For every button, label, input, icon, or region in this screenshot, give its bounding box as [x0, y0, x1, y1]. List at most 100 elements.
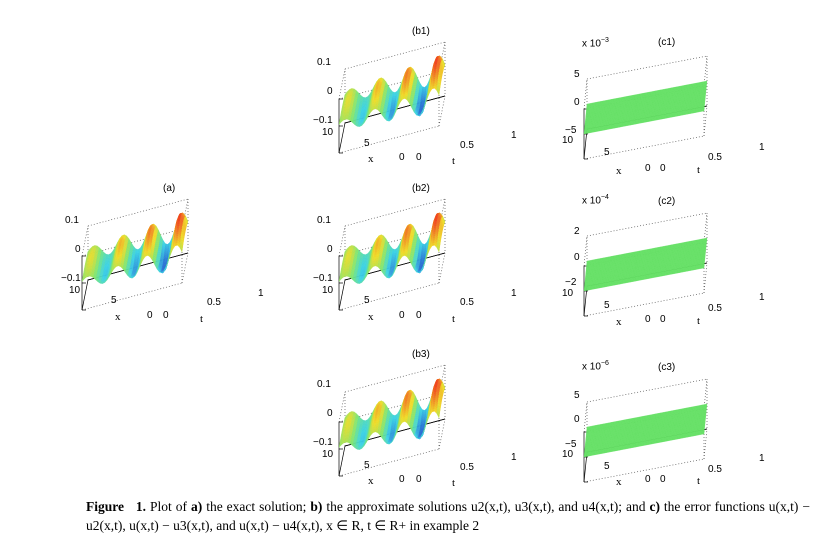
t-tick-0.5: 0.5 [708, 464, 722, 475]
t-tick-0.5: 0.5 [460, 140, 474, 151]
z-tick-top: 0.1 [65, 215, 79, 226]
t-axis-label: t [452, 155, 456, 167]
z-tick-mid: 0 [574, 97, 580, 108]
x-tick-10: 10 [562, 288, 574, 299]
t-tick-0: 0 [660, 314, 666, 325]
x-tick-5: 5 [604, 461, 610, 472]
panel-title: (b2) [412, 183, 430, 194]
surface-plot [338, 41, 446, 154]
t-axis-label: t [697, 164, 701, 176]
x-axis-label: x [616, 165, 622, 177]
x-axis-label: x [368, 311, 374, 323]
t-tick-0.5: 0.5 [708, 303, 722, 314]
x-tick-5: 5 [364, 295, 370, 306]
z-tick-bottom: −0.1 [313, 437, 333, 448]
z-tick-mid: 0 [327, 86, 333, 97]
surface-plot [583, 212, 708, 317]
z-tick-bottom: −0.1 [313, 115, 333, 126]
z-tick-top: 0.1 [317, 379, 331, 390]
t-tick-0.5: 0.5 [207, 297, 221, 308]
panel-title: (b3) [412, 349, 430, 360]
plot-panel-a: (a) 0.1 0 −0.1 10 5 0 0 0.5 1 x t [55, 182, 285, 332]
figure-caption: Figure 1. Plot of a) the exact solution;… [86, 499, 811, 533]
surface-plot [338, 198, 446, 311]
t-tick-0: 0 [416, 474, 422, 485]
surface-plot [338, 364, 446, 477]
z-tick-top: 5 [574, 69, 580, 80]
z-tick-top: 2 [574, 226, 580, 237]
x-axis-label: x [616, 476, 622, 488]
x-tick-0: 0 [147, 310, 153, 321]
panel-title: (b1) [412, 26, 430, 37]
surface-mesh [338, 212, 446, 284]
z-tick-mid: 0 [75, 244, 81, 255]
t-tick-0: 0 [660, 474, 666, 485]
x-tick-0: 0 [645, 163, 651, 174]
t-tick-1: 1 [511, 452, 517, 463]
plot-panel-b2: (b2) 0.1 0 −0.1 10 5 0 0 0.5 1 x t [312, 182, 542, 332]
x-axis-label: x [368, 153, 374, 165]
surface-mesh [81, 212, 189, 284]
plot-panel-c1: x 10−3 (c1) 5 0 −5 10 5 0 0 0.5 1 x t [560, 25, 790, 177]
t-axis-label: t [697, 315, 701, 327]
exponent-label: x 10−3 [582, 37, 609, 50]
x-tick-10: 10 [322, 449, 334, 460]
z-tick-bottom: −5 [565, 125, 577, 136]
t-tick-0: 0 [416, 310, 422, 321]
t-tick-0.5: 0.5 [708, 152, 722, 163]
x-tick-0: 0 [645, 314, 651, 325]
surface-mesh [338, 378, 446, 450]
x-tick-10: 10 [562, 135, 574, 146]
x-tick-10: 10 [562, 449, 574, 460]
plot-panel-c2: x 10−4 (c2) 2 0 −2 10 5 0 0 0.5 1 x t [560, 182, 790, 332]
z-tick-top: 0.1 [317, 215, 331, 226]
t-axis-label: t [697, 475, 701, 487]
z-tick-top: 0.1 [317, 57, 331, 68]
z-tick-mid: 0 [327, 244, 333, 255]
t-axis-label: t [452, 313, 456, 325]
t-axis-label: t [200, 313, 204, 325]
surface-plot [583, 378, 708, 483]
exponent-label: x 10−6 [582, 360, 609, 373]
x-tick-5: 5 [364, 460, 370, 471]
t-axis-label: t [452, 477, 456, 489]
surface-mesh [338, 55, 446, 127]
plot-panel-c3: x 10−6 (c3) 5 0 −5 10 5 0 0 0.5 1 x t [560, 348, 790, 498]
plot-panel-b3: (b3) 0.1 0 −0.1 10 5 0 0 0.5 1 x t [312, 348, 542, 498]
z-tick-mid: 0 [574, 414, 580, 425]
x-tick-5: 5 [604, 147, 610, 158]
x-axis-label: x [115, 311, 121, 323]
surface-plot [81, 198, 189, 311]
x-axis-label: x [368, 475, 374, 487]
surface-plot [583, 55, 708, 160]
surface-mesh [583, 80, 708, 135]
t-tick-1: 1 [258, 288, 264, 299]
t-tick-1: 1 [511, 288, 517, 299]
panel-title: (c3) [658, 362, 676, 373]
figure-label: Figure 1. [86, 499, 147, 514]
z-tick-top: 5 [574, 390, 580, 401]
z-tick-bottom: −0.1 [313, 273, 333, 284]
t-tick-0.5: 0.5 [460, 297, 474, 308]
t-tick-0: 0 [163, 310, 169, 321]
t-tick-1: 1 [759, 292, 765, 303]
x-tick-0: 0 [645, 474, 651, 485]
surface-mesh [583, 237, 708, 292]
x-tick-0: 0 [399, 310, 405, 321]
z-tick-mid: 0 [327, 408, 333, 419]
exponent-label: x 10−4 [582, 194, 609, 207]
z-tick-bottom: −0.1 [61, 273, 81, 284]
x-tick-5: 5 [364, 138, 370, 149]
x-axis-label: x [616, 316, 622, 328]
axes-box [338, 364, 446, 477]
t-tick-1: 1 [511, 130, 517, 141]
x-tick-0: 0 [399, 152, 405, 163]
x-tick-5: 5 [604, 300, 610, 311]
x-tick-10: 10 [69, 285, 81, 296]
x-tick-5: 5 [111, 295, 117, 306]
panel-title: (c1) [658, 37, 676, 48]
z-tick-bottom: −2 [565, 277, 577, 288]
x-tick-10: 10 [322, 127, 334, 138]
panel-title: (c2) [658, 196, 676, 207]
z-tick-mid: 0 [574, 252, 580, 263]
